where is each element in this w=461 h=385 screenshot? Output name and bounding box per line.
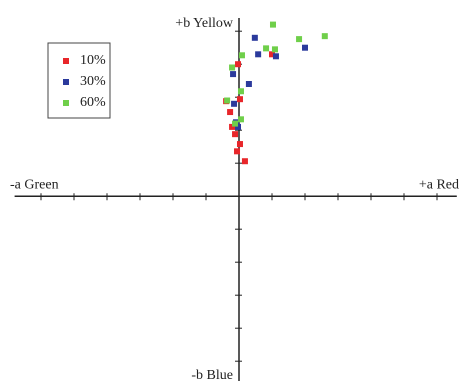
point <box>272 53 279 60</box>
point <box>302 44 308 51</box>
point <box>237 88 244 95</box>
legend-swatch <box>63 58 69 64</box>
point <box>236 141 243 148</box>
point <box>235 61 242 68</box>
legend-swatch <box>63 79 69 85</box>
point <box>232 131 239 138</box>
point <box>229 123 236 130</box>
point <box>236 96 243 103</box>
point <box>245 81 252 87</box>
point <box>227 109 234 116</box>
axis-label-left: -a Green <box>10 177 59 192</box>
point <box>232 120 239 127</box>
point <box>229 64 236 71</box>
legend-label: 30% <box>80 74 106 89</box>
axis-label-right: +a Red <box>419 177 459 192</box>
point <box>235 123 242 130</box>
point <box>269 21 276 28</box>
point <box>271 46 278 53</box>
point <box>241 158 248 165</box>
point <box>230 71 237 78</box>
legend-label: 60% <box>80 95 106 110</box>
point <box>255 51 262 58</box>
legend-label: 10% <box>80 53 106 68</box>
point <box>234 148 241 155</box>
point <box>231 100 238 107</box>
legend-box <box>47 42 111 119</box>
point <box>296 36 303 43</box>
axis-label-bottom: -b Blue <box>191 368 233 383</box>
point <box>269 51 275 58</box>
axis-label-top: +b Yellow <box>175 16 234 31</box>
point <box>237 116 244 123</box>
point <box>251 34 258 41</box>
point <box>321 33 328 40</box>
point <box>224 97 231 104</box>
point <box>263 45 270 52</box>
point <box>238 52 245 59</box>
legend-swatch <box>63 100 69 106</box>
